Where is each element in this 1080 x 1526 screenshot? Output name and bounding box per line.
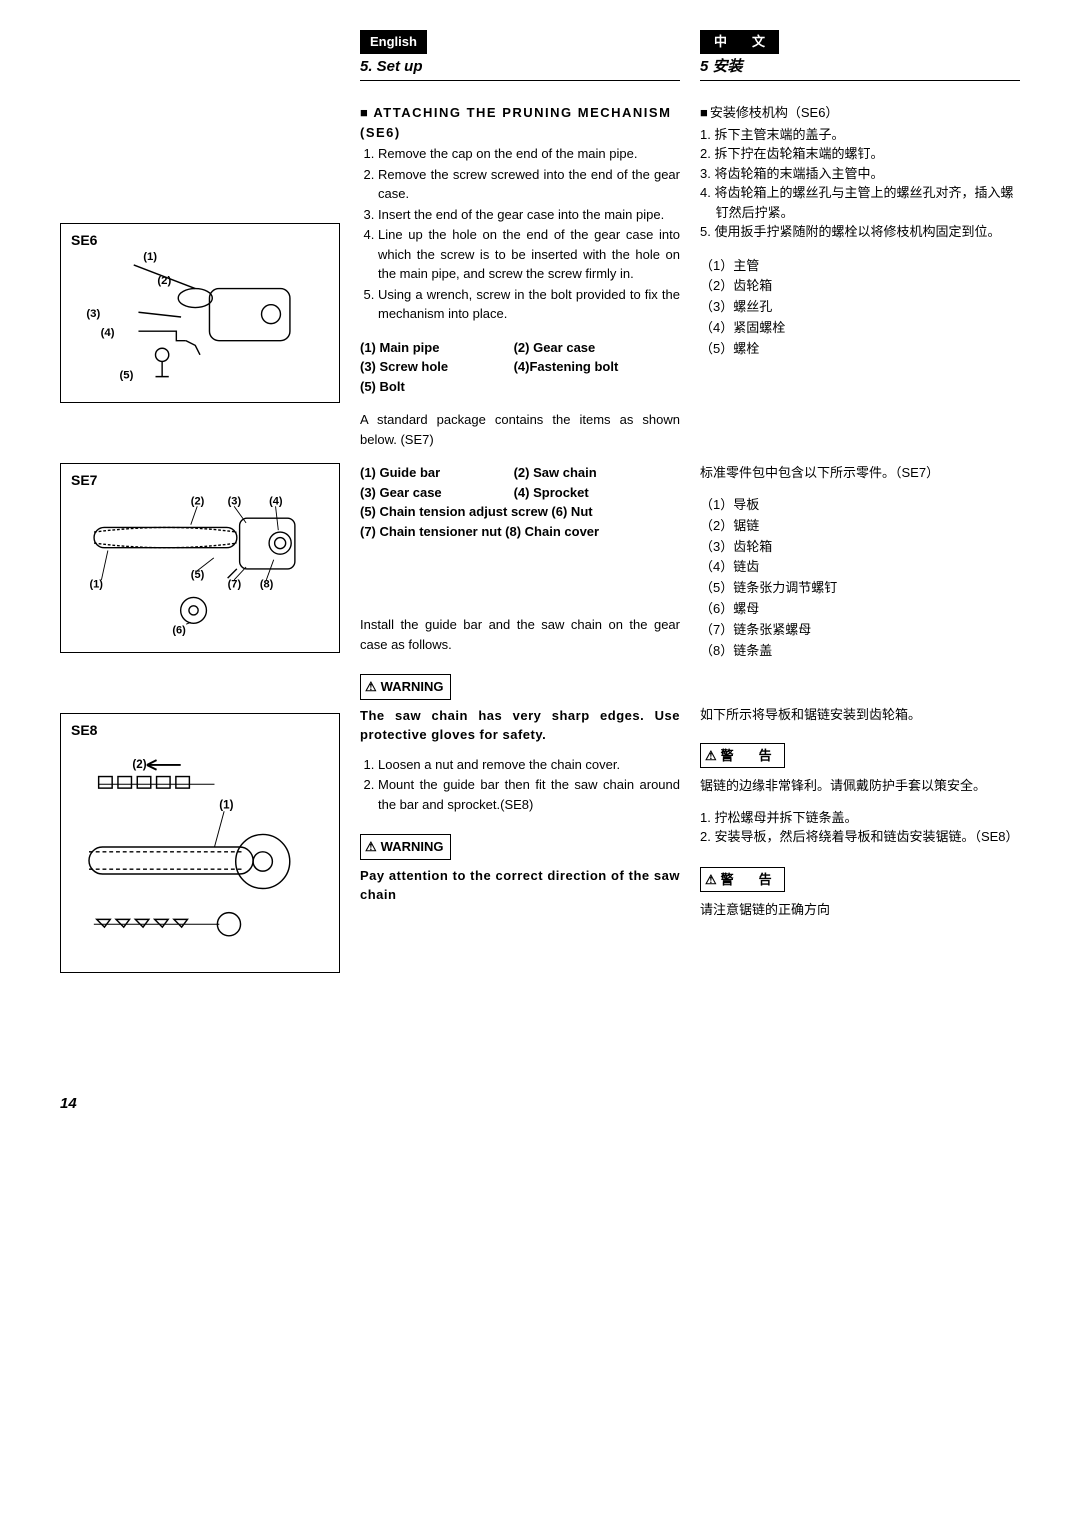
en-heading-1: ■ATTACHING THE PRUNING MECHANISM (SE6) — [360, 103, 680, 142]
cn-step: 2. 安装导板，然后将绕着导板和链齿安装锯链。（SE8） — [700, 827, 1020, 847]
cn-step: 4. 将齿轮箱上的螺丝孔与主管上的螺丝孔对齐，插入螺钉然后拧紧。 — [700, 183, 1020, 222]
warning-icon: ⚠ — [365, 677, 377, 697]
en-step: Insert the end of the gear case into the… — [378, 205, 680, 225]
figure-se7: SE7 (2) (3) (4) (1) (5) (7) (8) — [60, 463, 340, 653]
en-step: Remove the screw screwed into the end of… — [378, 165, 680, 204]
warning-icon: ⚠ — [705, 872, 717, 887]
se6-callout-3: (3) — [86, 308, 100, 320]
cn-heading-1: ■安装修枝机构（SE6） — [700, 103, 1020, 123]
se7-callout-2: (2) — [191, 495, 205, 507]
se8-callout-2: (2) — [132, 759, 146, 771]
en-steps-1: Remove the cap on the end of the main pi… — [360, 144, 680, 324]
cn-warning-box-1: ⚠警 告 — [700, 743, 785, 769]
se6-callout-4: (4) — [101, 327, 115, 339]
en-step: Remove the cap on the end of the main pi… — [378, 144, 680, 164]
cn-warning-text-1: 锯链的边缘非常锋利。请佩戴防护手套以策安全。 — [700, 776, 1020, 796]
figure-se8-svg: (2) (1) — [71, 736, 329, 958]
se7-callout-1: (1) — [89, 578, 103, 590]
cn-list-2: （1）导板 （2）锯链 （3）齿轮箱 （4）链齿 （5）链条张力调节螺钉 （6）… — [700, 495, 1020, 661]
cn-step: 1. 拆下主管末端的盖子。 — [700, 125, 1020, 145]
cn-step: 2. 拆下拧在齿轮箱末端的螺钉。 — [700, 144, 1020, 164]
en-warning-text-1: The saw chain has very sharp edges. Use … — [360, 706, 680, 745]
cn-step: 3. 将齿轮箱的末端插入主管中。 — [700, 164, 1020, 184]
en-step: Line up the hole on the end of the gear … — [378, 225, 680, 284]
en-section-title: 5. Set up — [360, 56, 680, 82]
warning-icon: ⚠ — [365, 837, 377, 857]
se8-callout-1: (1) — [219, 799, 233, 811]
se7-callout-3: (3) — [228, 495, 242, 507]
cn-para-3: 如下所示将导板和锯链安装到齿轮箱。 — [700, 705, 1020, 725]
en-steps-2: Loosen a nut and remove the chain cover.… — [360, 755, 680, 815]
cn-step: 5. 使用扳手拧紧随附的螺栓以将修枝机构固定到位。 — [700, 222, 1020, 242]
en-warning-text-2: Pay attention to the correct direction o… — [360, 866, 680, 905]
se6-callout-5: (5) — [120, 370, 134, 382]
cn-para-2: 标准零件包中包含以下所示零件。（SE7） — [700, 463, 1020, 483]
en-step: Mount the guide bar then fit the saw cha… — [378, 775, 680, 814]
en-step: Loosen a nut and remove the chain cover. — [378, 755, 680, 775]
se7-callout-4: (4) — [269, 495, 283, 507]
figure-se7-svg: (2) (3) (4) (1) (5) (7) (8) (6) — [71, 486, 329, 638]
en-para-3: Install the guide bar and the saw chain … — [360, 615, 680, 654]
en-para-2: A standard package contains the items as… — [360, 410, 680, 449]
en-legend-2: (1) Guide bar(2) Saw chain (3) Gear case… — [360, 463, 680, 541]
cn-warning-text-2: 请注意锯链的正确方向 — [700, 900, 1020, 920]
figures-column: SE6 (1) (2) (3) (4) (5) — [60, 103, 340, 1033]
cn-steps-1: 1. 拆下主管末端的盖子。 2. 拆下拧在齿轮箱末端的螺钉。 3. 将齿轮箱的末… — [700, 125, 1020, 242]
figure-se8: SE8 — [60, 713, 340, 973]
english-badge: English — [360, 30, 427, 54]
cn-list-1: （1）主管 （2）齿轮箱 （3）螺丝孔 （4）紧固螺栓 （5）螺栓 — [700, 256, 1020, 360]
se6-callout-2: (2) — [157, 275, 171, 287]
en-warning-box-2: ⚠WARNING — [360, 834, 451, 860]
en-legend-1: (1) Main pipe(2) Gear case (3) Screw hol… — [360, 338, 680, 397]
figure-se8-label: SE8 — [71, 720, 97, 741]
cn-warning-box-2: ⚠警 告 — [700, 867, 785, 893]
warning-icon: ⚠ — [705, 748, 717, 763]
en-step: Using a wrench, screw in the bolt provid… — [378, 285, 680, 324]
se6-callout-1: (1) — [143, 251, 157, 263]
se7-callout-8: (8) — [260, 578, 274, 590]
english-column: ■ATTACHING THE PRUNING MECHANISM (SE6) R… — [360, 103, 680, 1033]
cn-step: 1. 拧松螺母并拆下链条盖。 — [700, 808, 1020, 828]
cn-steps-2: 1. 拧松螺母并拆下链条盖。 2. 安装导板，然后将绕着导板和链齿安装锯链。（S… — [700, 808, 1020, 847]
en-warning-box-1: ⚠WARNING — [360, 674, 451, 700]
chinese-column: ■安装修枝机构（SE6） 1. 拆下主管末端的盖子。 2. 拆下拧在齿轮箱末端的… — [700, 103, 1020, 1033]
chinese-badge: 中 文 — [700, 30, 779, 54]
se7-callout-6: (6) — [172, 624, 186, 636]
figure-se6-label: SE6 — [71, 230, 97, 251]
figure-se6-svg: (1) (2) (3) (4) (5) — [71, 246, 329, 388]
cn-section-title: 5 安装 — [700, 56, 1020, 82]
page-number: 14 — [60, 1093, 1020, 1116]
figure-se6: SE6 (1) (2) (3) (4) (5) — [60, 223, 340, 403]
figure-se7-label: SE7 — [71, 470, 97, 491]
